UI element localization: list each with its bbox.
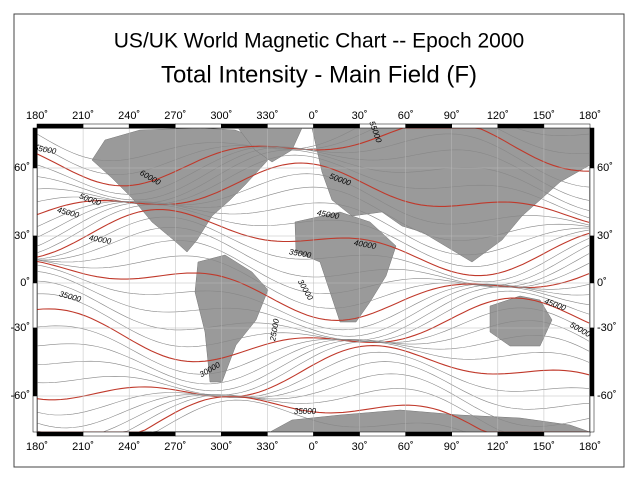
border-bar <box>175 123 222 129</box>
border-bar <box>221 431 268 437</box>
border-bar <box>451 431 499 437</box>
bottom-longitude: 60˚ <box>398 441 414 453</box>
border-bar <box>589 395 595 433</box>
right-latitude: 60˚ <box>597 162 613 174</box>
border-bar <box>313 123 360 129</box>
bottom-longitude: 330˚ <box>256 441 278 453</box>
top-longitude: 0˚ <box>309 110 319 122</box>
border-bar <box>451 123 499 129</box>
north-america <box>91 127 269 253</box>
top-longitude: 150˚ <box>533 110 555 122</box>
top-longitude: 210˚ <box>72 110 94 122</box>
contour-label: 35000 <box>288 247 312 260</box>
contour-label: 40000 <box>353 238 377 251</box>
top-longitude: 240˚ <box>118 110 140 122</box>
top-longitude: 90˚ <box>444 110 460 122</box>
border-ticks <box>32 123 595 437</box>
right-latitude: -30˚ <box>597 322 617 334</box>
border-bar <box>128 431 176 437</box>
border-bar <box>589 127 595 169</box>
top-longitude: 300˚ <box>210 110 232 122</box>
right-latitude: 30˚ <box>597 230 613 242</box>
australia <box>489 295 553 347</box>
right-latitude: 0˚ <box>597 277 607 289</box>
graticule <box>37 128 590 432</box>
border-bar <box>543 431 591 437</box>
bottom-longitude: 270˚ <box>164 441 186 453</box>
border-bar <box>405 123 452 129</box>
border-bar <box>543 123 591 129</box>
title: US/UK World Magnetic Chart -- Epoch 2000 <box>114 30 524 53</box>
border-bar <box>221 123 268 129</box>
bottom-longitude: 120˚ <box>487 441 509 453</box>
bottom-longitude: 180˚ <box>579 441 601 453</box>
border-bar <box>589 282 595 329</box>
labels: 180˚ 210˚ 240˚ 270˚ 300˚ 330˚ 0˚ 30˚ 60˚ 90˚ 120˚ 1… <box>10 110 616 453</box>
bottom-longitude: 210˚ <box>72 441 94 453</box>
border-bar <box>128 123 176 129</box>
border-bar <box>313 431 360 437</box>
contour-label: 45000 <box>316 208 340 221</box>
border-bar <box>36 431 84 437</box>
contour-label: 40000 <box>88 233 112 246</box>
contour-label: 55000 <box>33 143 57 156</box>
border-bar <box>82 123 130 129</box>
border-bar <box>32 327 38 397</box>
top-longitude: 180˚ <box>579 110 601 122</box>
top-longitude: 30˚ <box>352 110 368 122</box>
left-latitude: -30˚ <box>10 322 30 334</box>
eurasia <box>311 127 591 263</box>
top-longitude: 180˚ <box>26 110 48 122</box>
top-longitude: 120˚ <box>487 110 509 122</box>
border-bar <box>405 431 452 437</box>
contour-label: 35000 <box>294 407 317 416</box>
left-latitude: 30˚ <box>14 230 30 242</box>
border-bar <box>589 235 595 284</box>
border-bar <box>267 123 314 129</box>
left-latitude: -60˚ <box>10 390 30 402</box>
top-longitude: 330˚ <box>256 110 278 122</box>
bottom-longitude: 0˚ <box>309 441 319 453</box>
border-bar <box>267 431 314 437</box>
border-bar <box>32 167 38 237</box>
left-latitude: 0˚ <box>20 277 30 289</box>
border-bar <box>359 123 406 129</box>
border-bar <box>589 167 595 237</box>
top-longitude: 270˚ <box>164 110 186 122</box>
bottom-longitude: 150˚ <box>533 441 555 453</box>
subtitle: Total Intensity - Main Field (F) <box>161 61 477 88</box>
border-bar <box>32 395 38 433</box>
left-latitude: 60˚ <box>14 162 30 174</box>
border-bar <box>36 123 84 129</box>
bottom-longitude: 30˚ <box>352 441 368 453</box>
bottom-longitude: 180˚ <box>26 441 48 453</box>
border-bar <box>497 123 545 129</box>
border-bar <box>32 282 38 329</box>
top-longitude: 60˚ <box>398 110 414 122</box>
bottom-longitude: 300˚ <box>210 441 232 453</box>
border-bar <box>32 235 38 284</box>
border-bar <box>82 431 130 437</box>
bottom-longitude: 90˚ <box>444 441 460 453</box>
border-bar <box>359 431 406 437</box>
border-bar <box>497 431 545 437</box>
right-latitude: -60˚ <box>597 390 617 402</box>
border-bar <box>175 431 222 437</box>
border-bar <box>589 327 595 397</box>
contour-label: 25000 <box>268 318 281 343</box>
bottom-longitude: 240˚ <box>118 441 140 453</box>
map <box>32 123 595 437</box>
